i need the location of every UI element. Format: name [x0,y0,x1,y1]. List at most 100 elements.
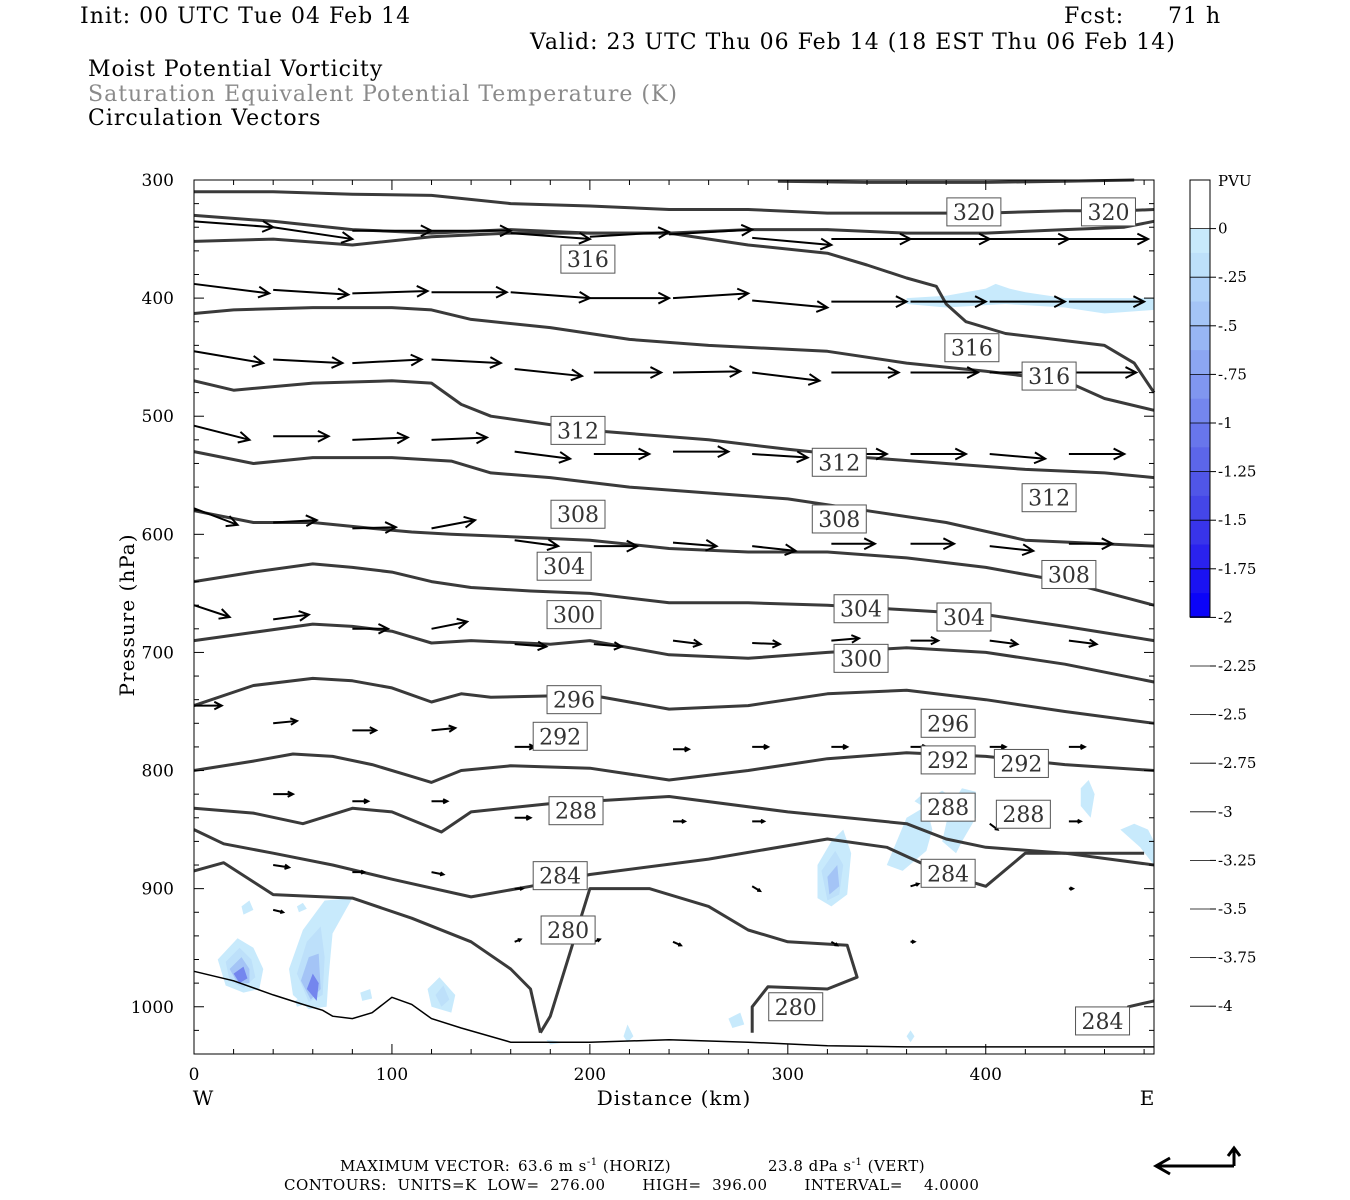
circulation-vector [989,543,1036,557]
contour-label: 304 [936,602,992,632]
svg-text:304: 304 [943,606,985,631]
circulation-vector [514,640,549,652]
colorbar-label: -4 [1218,997,1233,1015]
colorbar-label: -.25 [1218,268,1247,286]
svg-text:316: 316 [951,337,993,362]
colorbar-swatch [1190,495,1210,521]
colorbar-swatch [1190,252,1210,278]
y-tick-label: 600 [142,525,174,545]
field-title-mpv: Moist Potential Vorticity [88,57,384,82]
circulation-vector [1068,366,1139,379]
theta-contour-284 [193,828,1145,899]
colorbar-swatch [1190,568,1210,594]
contour-label: 284 [532,861,588,891]
colorbar-swatch [1190,204,1210,230]
pv-region [728,1012,745,1029]
pv-region [241,900,254,915]
max-horiz-value: 63.6 m s [518,1157,587,1175]
contour-label: 300 [833,643,889,673]
colorbar-label: 0 [1218,220,1228,238]
circulation-vector [989,451,1048,465]
theta-contour-300 [193,622,1155,684]
valid-time: Valid: 23 UTC Thu 06 Feb 14 (18 EST Thu … [530,30,1176,55]
theta-contour-320 [193,306,1155,412]
circulation-vector [593,641,624,651]
pv-region [435,985,450,1007]
circulation-vector [910,939,917,945]
circulation-vector [431,224,513,238]
circulation-vector [431,431,490,445]
circulation-vector [752,299,830,313]
svg-text:292: 292 [1000,752,1042,777]
y-axis-label: Pressure (hPa) [115,534,139,697]
circulation-vector [273,287,351,301]
circulation-vector [593,447,652,461]
contour-label: 292 [532,721,588,751]
colorbar-label: -.75 [1218,365,1247,383]
colorbar-swatch [1190,398,1210,424]
colorbar-label: -1.25 [1218,463,1256,481]
circulation-vector [194,700,224,711]
contour-label: 308 [1041,559,1097,589]
x-axis-label: Distance (km) [597,1086,752,1110]
theta-contour-280 [539,887,859,1034]
circulation-vector [1068,818,1083,824]
contour-label: 316 [560,244,616,274]
max-horiz-unit: (HORIZ) [602,1157,672,1175]
circulation-vector [273,610,311,622]
init-time: Init: 00 UTC Tue 04 Feb 14 [80,4,412,29]
max-horiz-exponent: -1 [586,1157,598,1168]
colorbar-swatch [1190,301,1210,327]
contour-label: 292 [920,745,976,775]
svg-text:288: 288 [555,800,597,825]
x-tick-label: 400 [970,1065,1002,1085]
contour-label: 300 [546,600,602,630]
svg-text:304: 304 [543,555,585,580]
circulation-vector [352,869,367,875]
y-tick-label: 300 [142,171,174,191]
circulation-vector [910,366,981,379]
circulation-vector [752,371,822,386]
circulation-vector [431,515,478,530]
theta-contour-324 [193,231,1156,394]
y-tick-label: 1000 [131,998,174,1018]
colorbar-label: -1 [1218,414,1233,432]
y-tick-label: 700 [142,643,174,663]
circulation-vector [752,236,834,251]
colorbar-label: -.5 [1218,317,1237,335]
contour-label: 288 [548,796,604,826]
circulation-vector [589,226,672,239]
contour-label: 312 [811,447,867,477]
colorbar-swatch [1190,423,1210,448]
pv-region [1120,823,1154,866]
pv-region [906,1030,915,1043]
contour-label: 288 [920,792,976,822]
circulation-vector [514,538,561,552]
circulation-vector [673,445,731,458]
colorbar-swatch [1190,350,1210,375]
circulation-vector [193,604,232,620]
colorbar-swatch [1190,544,1210,570]
circulation-vector [989,232,1072,246]
circulation-vector [752,543,798,557]
circulation-vector [910,232,992,246]
circulation-vector [272,908,286,914]
x-tick-label: 100 [376,1065,408,1085]
svg-text:296: 296 [927,712,969,737]
colorbar-swatch [1190,471,1210,497]
max-vert-exponent: -1 [851,1157,863,1168]
svg-text:288: 288 [927,796,969,821]
colorbar-swatch [1190,277,1210,302]
y-tick-label: 400 [142,289,174,309]
colorbar-label: -3.25 [1218,851,1256,869]
circulation-vector [193,220,276,233]
circulation-vector [431,285,509,299]
circulation-vector [593,539,640,553]
max-vert-value: 23.8 dPa s [768,1157,852,1175]
pv-region [296,902,307,913]
circulation-vector [352,623,391,635]
contour-label: 320 [1080,197,1136,227]
theta-contour-304 [193,562,1155,643]
svg-text:308: 308 [1048,563,1090,588]
circulation-vector [514,743,537,751]
